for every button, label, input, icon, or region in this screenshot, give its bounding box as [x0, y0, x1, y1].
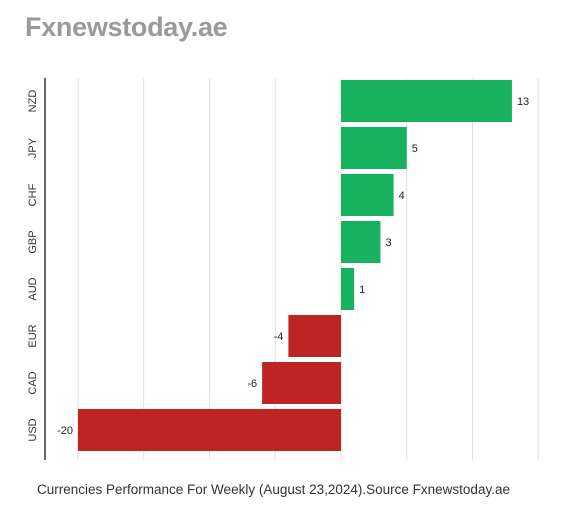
data-label-eur: -4: [274, 331, 284, 343]
category-label-gbp: GBP: [27, 230, 39, 253]
category-label-jpy: JPY: [27, 137, 39, 158]
category-label-aud: AUD: [27, 277, 39, 300]
bar-gbp: [341, 221, 381, 263]
brand-title: Fxnewstoday.ae: [25, 12, 228, 42]
bar-usd: [78, 409, 341, 451]
data-label-aud: 1: [359, 284, 365, 296]
bar-aud: [341, 268, 355, 310]
category-label-usd: USD: [27, 418, 39, 441]
data-label-usd: -20: [57, 425, 73, 437]
category-label-cad: CAD: [27, 371, 39, 394]
bar-cad: [262, 362, 341, 404]
bar-chf: [341, 174, 394, 216]
chart-caption: Currencies Performance For Weekly (Augus…: [37, 482, 510, 497]
grid-lines: [77, 78, 539, 460]
category-label-eur: EUR: [27, 324, 39, 347]
data-label-nzd: 13: [517, 96, 529, 108]
bar-nzd: [341, 80, 512, 122]
category-label-chf: CHF: [27, 183, 39, 206]
category-label-nzd: NZD: [27, 90, 39, 113]
category-labels: NZD JPY CHF GBP AUD EUR CAD USD: [27, 90, 39, 442]
data-label-jpy: 5: [412, 143, 418, 155]
bars: [78, 80, 512, 451]
data-label-gbp: 3: [385, 237, 391, 249]
data-labels: 13 5 4 3 1 -4 -6 -20: [57, 96, 529, 437]
bar-jpy: [341, 127, 407, 169]
bar-eur: [288, 315, 341, 357]
data-label-cad: -6: [247, 378, 257, 390]
data-label-chf: 4: [399, 190, 405, 202]
